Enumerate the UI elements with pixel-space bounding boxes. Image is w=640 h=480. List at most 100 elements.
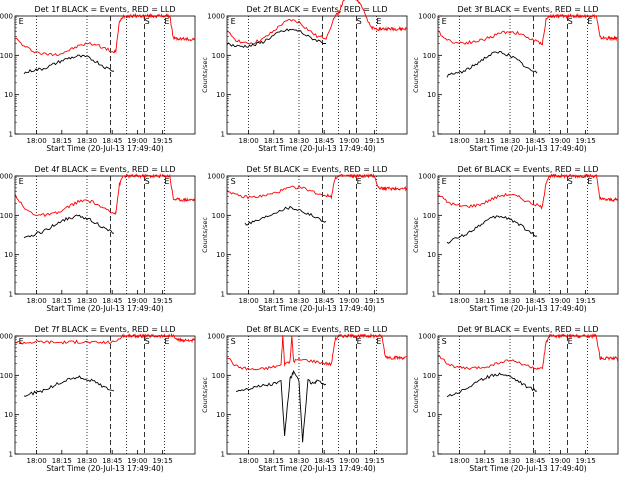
event-marker-label: E [164, 177, 169, 186]
x-tick-label: 19:00 [127, 297, 147, 305]
panel-title: Det 7f BLACK = Events, RED = LLD [34, 325, 175, 334]
y-tick-label: 1 [432, 131, 436, 139]
x-tick-label: 19:15 [153, 137, 173, 145]
lld-series-line [226, 173, 408, 200]
y-tick-label: 100 [212, 372, 225, 380]
x-tick-label: 18:45 [102, 137, 122, 145]
x-tick-label: 18:15 [264, 457, 284, 465]
event-marker-label: E [357, 337, 362, 346]
lld-series-line [437, 172, 619, 210]
x-tick-label: 19:15 [153, 297, 173, 305]
y-tick-label: 1 [9, 131, 13, 139]
x-tick-label: 18:45 [102, 457, 122, 465]
y-tick-label: 100 [0, 372, 13, 380]
events-series-line [446, 372, 538, 398]
event-marker-label: E [164, 17, 169, 26]
y-tick-label: 100 [0, 52, 13, 60]
panel-title: Det 1f BLACK = Events, RED = LLD [34, 5, 175, 14]
panel-5: Det 5f BLACK = Events, RED = LLD 1 10 100 10… [201, 165, 408, 313]
x-tick-label: 18:30 [289, 457, 309, 465]
y-tick-label: 100 [423, 372, 436, 380]
x-tick-label: 19:00 [550, 137, 570, 145]
panel-title: Det 5f BLACK = Events, RED = LLD [246, 165, 387, 174]
plot-frame [14, 175, 196, 295]
y-tick-label: 10 [4, 411, 13, 419]
event-marker-label: E [376, 17, 381, 26]
x-tick-label: 18:30 [77, 297, 97, 305]
x-tick-label: 18:45 [314, 457, 334, 465]
events-series-line [244, 205, 327, 226]
y-tick-label: 1000 [207, 173, 225, 181]
events-series-line [23, 54, 115, 75]
x-tick-label: 19:15 [153, 457, 173, 465]
x-tick-label: 19:15 [576, 297, 596, 305]
x-tick-label: 18:15 [264, 137, 284, 145]
event-marker-label: S [568, 17, 573, 26]
y-tick-label: 100 [212, 52, 225, 60]
y-tick-label: 1 [432, 451, 436, 459]
lld-series-line [15, 332, 196, 345]
event-marker-label: S [145, 337, 150, 346]
plot-frame [437, 15, 619, 135]
event-marker-label: S [231, 177, 236, 186]
y-tick-label: 1 [221, 291, 225, 299]
x-tick-label: 19:15 [365, 297, 385, 305]
plot-frame [437, 175, 619, 295]
event-marker-label: S [357, 17, 362, 26]
event-marker-label: S [568, 177, 573, 186]
panel-title: Det 6f BLACK = Events, RED = LLD [457, 165, 598, 174]
event-marker-label: E [19, 177, 24, 186]
x-tick-label: 18:00 [239, 137, 259, 145]
y-tick-label: 1 [9, 451, 13, 459]
y-tick-label: 10 [216, 411, 225, 419]
event-marker-label: E [19, 337, 24, 346]
event-marker-label: E [164, 337, 169, 346]
event-marker-label: E [442, 17, 447, 26]
x-axis-label: Start Time (20-Jul-13 17:49:40) [469, 304, 586, 313]
events-series-line [446, 215, 538, 244]
event-marker-label: S [145, 177, 150, 186]
x-tick-label: 19:00 [127, 457, 147, 465]
event-marker-label: S [442, 337, 447, 346]
x-axis-label: Start Time (20-Jul-13 17:49:40) [469, 144, 586, 153]
panel-title: Det 3f BLACK = Events, RED = LLD [457, 5, 598, 14]
x-tick-label: 19:00 [339, 457, 359, 465]
panel-1: Det 1f BLACK = Events, RED = LLD 1 10 100 10… [0, 5, 196, 153]
y-tick-label: 1 [9, 291, 13, 299]
x-tick-label: 18:00 [27, 457, 47, 465]
x-tick-label: 18:45 [525, 457, 545, 465]
x-tick-label: 18:15 [475, 137, 495, 145]
events-series-line [23, 214, 115, 239]
event-marker-label: E [568, 337, 573, 346]
events-series-line [226, 28, 326, 49]
y-tick-label: 10 [427, 251, 436, 259]
x-tick-label: 18:30 [77, 137, 97, 145]
x-axis-label: Start Time (20-Jul-13 17:49:40) [46, 304, 163, 313]
x-tick-label: 19:00 [127, 137, 147, 145]
x-tick-label: 18:45 [102, 297, 122, 305]
panel-title: Det 4f BLACK = Events, RED = LLD [34, 165, 175, 174]
y-tick-label: 1000 [207, 333, 225, 341]
plot-frame [226, 175, 408, 295]
x-tick-label: 18:45 [525, 297, 545, 305]
event-marker-label: E [587, 17, 592, 26]
panel-9: Det 9f BLACK = Events, RED = LLD 1 10 100 10… [412, 325, 619, 473]
x-tick-label: 19:00 [339, 137, 359, 145]
x-tick-label: 18:15 [52, 137, 72, 145]
x-axis-label: Start Time (20-Jul-13 17:49:40) [46, 464, 163, 473]
x-tick-label: 19:00 [339, 297, 359, 305]
x-tick-label: 18:15 [475, 297, 495, 305]
x-tick-label: 18:30 [77, 457, 97, 465]
x-tick-label: 19:15 [365, 457, 385, 465]
lld-series-line [14, 12, 196, 57]
x-tick-label: 18:30 [289, 297, 309, 305]
events-series-line [236, 369, 327, 443]
x-tick-label: 18:00 [27, 297, 47, 305]
x-tick-label: 18:15 [52, 297, 72, 305]
x-tick-label: 18:00 [450, 457, 470, 465]
y-tick-label: 100 [423, 212, 436, 220]
x-tick-label: 19:15 [365, 137, 385, 145]
panel-title: Det 2f BLACK = Events, RED = LLD [246, 5, 387, 14]
y-tick-label: 1000 [207, 13, 225, 21]
plot-frame [226, 335, 408, 455]
